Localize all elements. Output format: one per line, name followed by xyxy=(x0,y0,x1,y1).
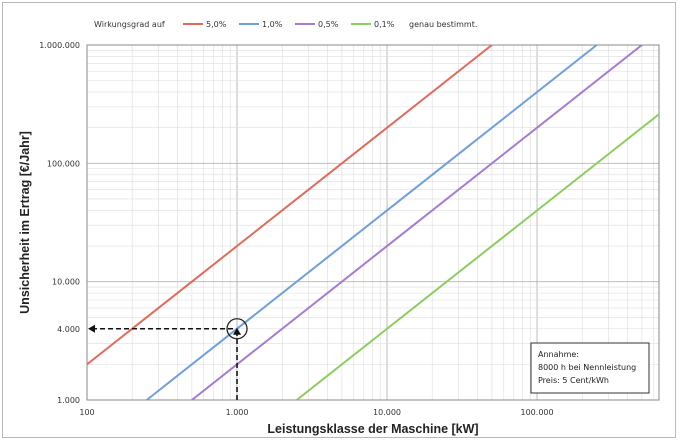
y-tick-label: 10.000 xyxy=(52,278,80,287)
annotation-arrows xyxy=(88,318,248,400)
chart: 100 1.000 10.000 100.000 1.000 4.000 10.000 100… xyxy=(18,20,660,436)
y-tick-label: 100.000 xyxy=(47,159,80,168)
horizontal-arrowhead xyxy=(88,324,95,333)
y-axis-label: Unsicherheit im Ertrag [€/Jahr] xyxy=(18,131,32,314)
series-line-3 xyxy=(296,113,659,400)
legend-label-0: 5,0% xyxy=(206,20,227,29)
tick-labels: 100 1.000 10.000 100.000 1.000 4.000 10.000 100… xyxy=(39,41,553,417)
x-axis-label: Leistungsklasse der Maschine [kW] xyxy=(267,422,478,436)
note-line-1: 8000 h bei Nennleistung xyxy=(538,363,636,372)
legend-label-1: 1,0% xyxy=(262,20,283,29)
legend-label-3: 0,1% xyxy=(374,20,395,29)
data-lines xyxy=(87,45,659,400)
x-tick-label: 10.000 xyxy=(373,408,401,417)
x-tick-label: 100.000 xyxy=(521,408,554,417)
legend-suffix: genau bestimmt. xyxy=(409,20,477,29)
legend-title: Wirkungsgrad auf xyxy=(94,20,165,29)
y-tick-label: 1.000 xyxy=(57,396,80,405)
note-line-2: Preis: 5 Cent/kWh xyxy=(538,376,609,385)
plot-area xyxy=(86,44,660,401)
note-box: Annahme: 8000 h bei Nennleistung Preis: 5 … xyxy=(530,342,650,394)
legend-label-2: 0,5% xyxy=(318,20,339,29)
note-line-0: Annahme: xyxy=(538,350,579,359)
chart-frame: 100 1.000 10.000 100.000 1.000 4.000 10.000 100… xyxy=(2,2,676,438)
x-tick-label: 1.000 xyxy=(226,408,249,417)
note-box-frame xyxy=(530,342,650,394)
series-line-0 xyxy=(87,45,493,366)
y-tick-label: 4.000 xyxy=(57,325,80,334)
highlight-circle xyxy=(226,318,248,340)
legend: Wirkungsgrad auf 5,0% 1,0% 0,5% 0,1% genau be… xyxy=(94,20,477,29)
y-tick-label: 1.000.000 xyxy=(39,41,80,50)
series-line-1 xyxy=(146,45,598,400)
grid xyxy=(86,45,659,401)
vertical-arrowhead xyxy=(233,327,242,335)
x-tick-label: 100 xyxy=(79,408,94,417)
series-line-2 xyxy=(191,45,643,400)
